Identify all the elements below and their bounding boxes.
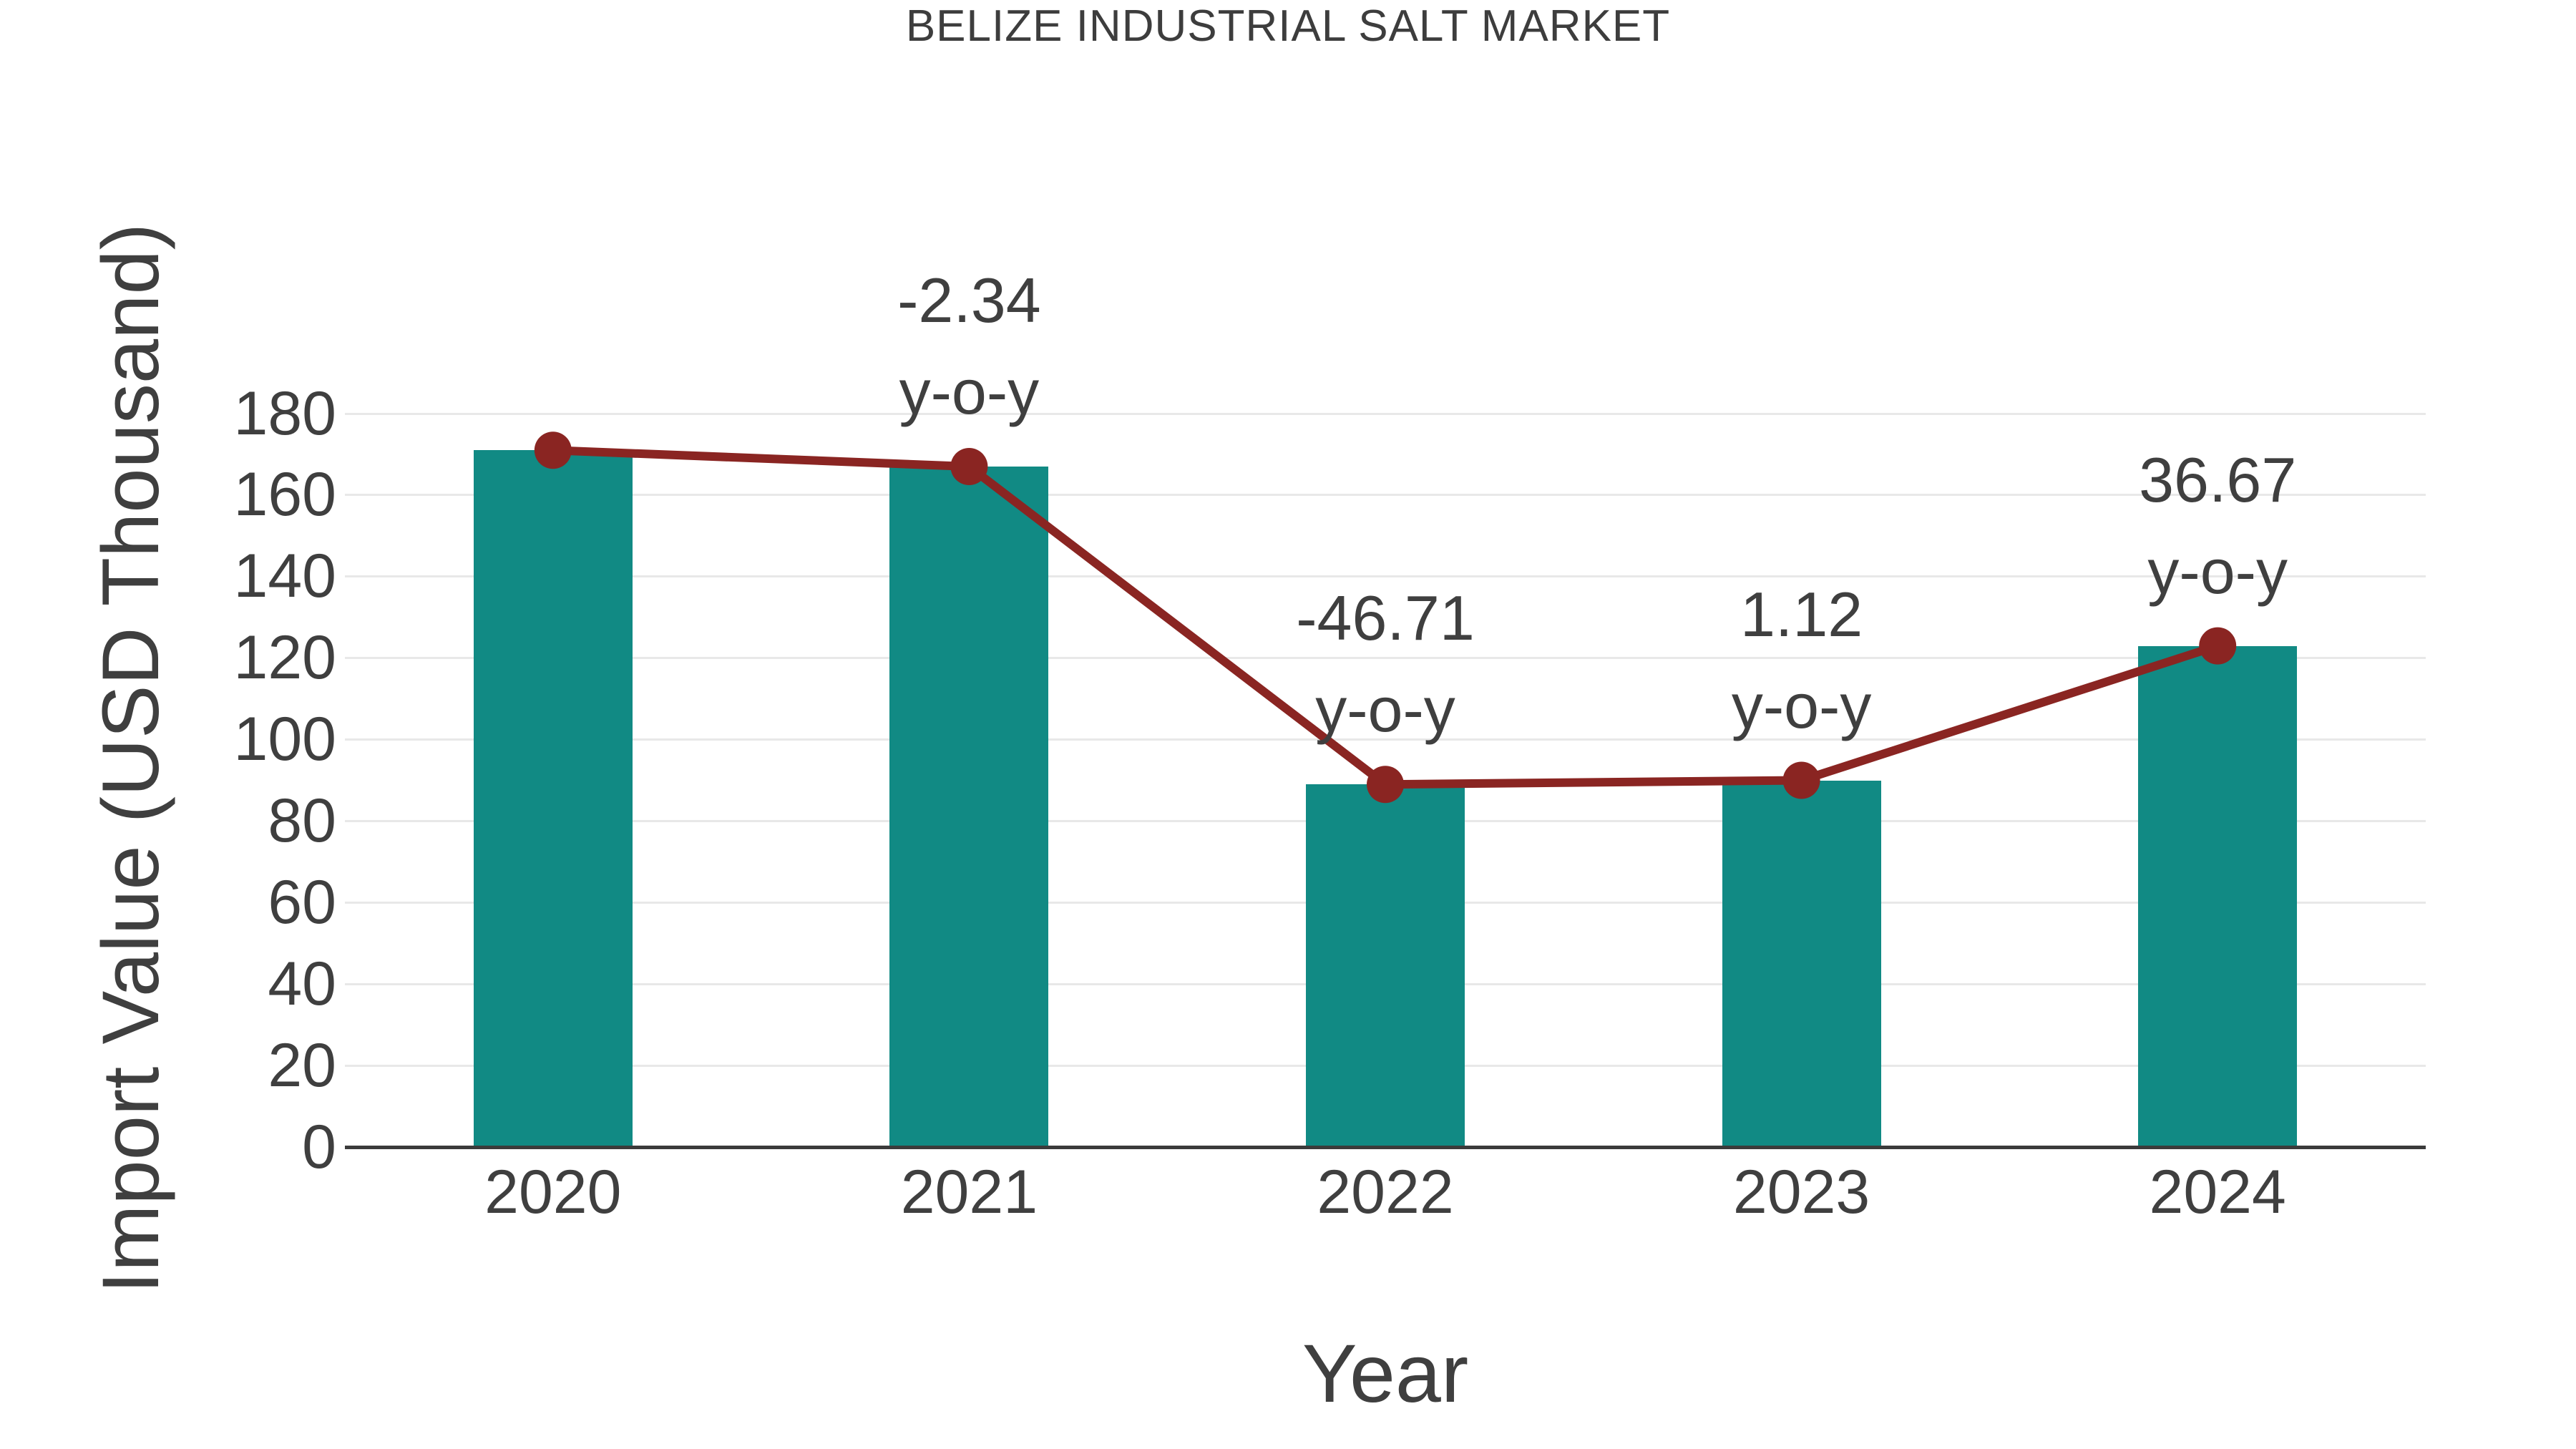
annotation-value-2024: 36.67 (2139, 444, 2297, 515)
gridline-140 (345, 575, 2426, 578)
data-point-marker-2022 (1367, 766, 1404, 804)
data-point-marker-2020 (534, 431, 572, 469)
annotation-label-2024: y-o-y (2147, 535, 2288, 607)
x-axis-label: Year (1302, 1328, 1469, 1420)
x-tick-label-2022: 2022 (1317, 1157, 1454, 1226)
bar-2022 (1306, 784, 1465, 1147)
data-point-marker-2024 (2199, 627, 2237, 665)
y-tick-label-0: 0 (302, 1112, 336, 1181)
annotation-label-2021: y-o-y (899, 356, 1040, 428)
gridline-100 (345, 738, 2426, 741)
x-tick-label-2024: 2024 (2149, 1157, 2286, 1226)
gridline-180 (345, 412, 2426, 415)
y-tick-label-100: 100 (233, 705, 337, 774)
trend-line-layer (534, 431, 2237, 804)
bar-2020 (473, 450, 633, 1147)
annotation-label-2023: y-o-y (1731, 670, 1872, 741)
chart-title: BELIZE INDUSTRIAL SALT MARKET (905, 1, 1671, 51)
plot-area (345, 412, 2426, 1149)
y-tick-label-80: 80 (268, 786, 336, 855)
gridline-120 (345, 657, 2426, 660)
data-point-marker-2021 (950, 448, 988, 486)
bar-2021 (889, 467, 1049, 1147)
y-tick-label-120: 120 (233, 623, 337, 693)
data-point-marker-2023 (1782, 761, 1820, 799)
y-tick-label-180: 180 (233, 379, 337, 448)
annotation-value-2022: -46.71 (1296, 582, 1475, 654)
y-tick-label-40: 40 (268, 949, 336, 1018)
x-tick-label-2020: 2020 (484, 1157, 622, 1226)
x-axis-line (345, 1146, 2426, 1149)
bar-2024 (2138, 645, 2298, 1147)
x-tick-label-2023: 2023 (1732, 1157, 1870, 1226)
gridline-160 (345, 494, 2426, 497)
x-tick-label-2021: 2021 (900, 1157, 1038, 1226)
annotation-value-2023: 1.12 (1740, 578, 1863, 650)
annotation-value-2021: -2.34 (897, 265, 1041, 336)
y-tick-label-140: 140 (233, 542, 337, 611)
y-tick-label-20: 20 (268, 1030, 336, 1100)
bar-2023 (1722, 780, 1881, 1147)
y-tick-label-60: 60 (268, 867, 336, 937)
y-tick-label-160: 160 (233, 460, 337, 530)
annotation-label-2022: y-o-y (1315, 674, 1455, 746)
